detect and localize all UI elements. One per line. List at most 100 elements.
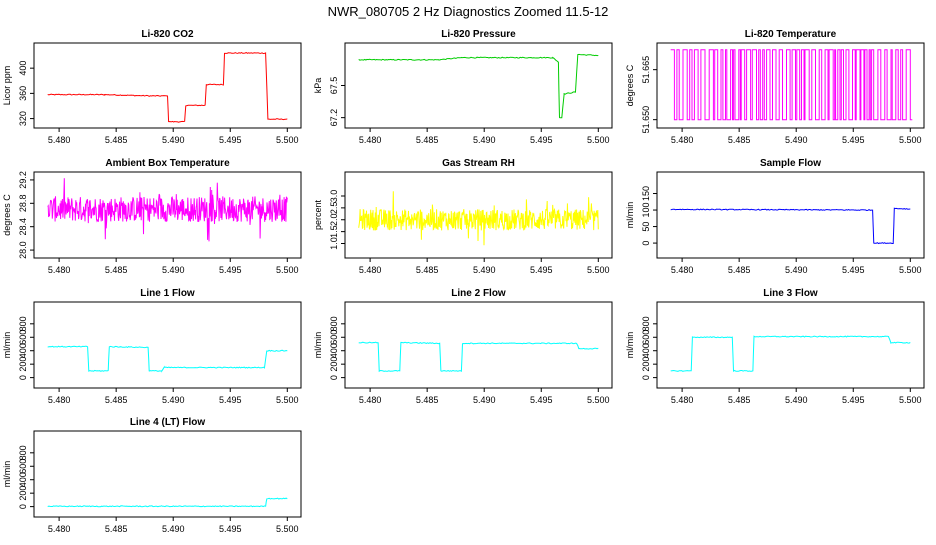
y-tick-label: 2.5: [329, 202, 339, 215]
x-tick-label: 5.485: [105, 135, 128, 145]
y-tick-label: 67.5: [329, 77, 339, 95]
y-tick-label: 800: [18, 316, 28, 331]
x-tick-label: 5.485: [728, 135, 751, 145]
y-tick-label: 320: [18, 111, 28, 126]
y-tick-label: 200: [329, 357, 339, 372]
plot-frame: [33, 171, 302, 259]
plot-frame: [656, 301, 925, 389]
chart-panel: Line 4 (LT) Flow ml/min 5.480 5.485 5.490 5.4…: [2, 417, 302, 534]
y-tick-label: 1.5: [329, 225, 339, 238]
y-tick-label: 600: [18, 459, 28, 474]
y-tick-label: 200: [641, 357, 651, 372]
series-line: [47, 345, 288, 373]
x-tick-label: 5.500: [276, 135, 299, 145]
y-tick-label: 800: [641, 316, 651, 331]
y-tick-label: 28.0: [18, 241, 28, 259]
y-tick-label: 0: [641, 375, 651, 380]
x-tick-label: 5.495: [530, 265, 553, 275]
y-tick-label: 0: [641, 241, 651, 246]
plot-frame: [344, 171, 613, 259]
x-tick-label: 5.490: [473, 265, 496, 275]
x-tick-label: 5.500: [899, 395, 922, 405]
x-tick-label: 5.495: [530, 135, 553, 145]
x-tick-label: 5.490: [162, 135, 185, 145]
y-axis-label: percent: [313, 199, 323, 230]
y-tick-label: 600: [641, 330, 651, 345]
x-tick-label: 5.500: [899, 265, 922, 275]
x-tick-label: 5.490: [162, 524, 185, 534]
y-tick-label: 0: [18, 375, 28, 380]
y-tick-label: 51.650: [641, 106, 651, 134]
y-tick-label: 1.0: [329, 237, 339, 250]
x-tick-label: 5.490: [162, 265, 185, 275]
plot-frame: [656, 171, 925, 259]
x-tick-label: 5.500: [587, 265, 610, 275]
chart-panel: Li-820 Pressure kPa 5.480 5.485 5.490 5.495 5.…: [313, 29, 613, 145]
x-tick-label: 5.490: [785, 265, 808, 275]
y-tick-label: 0: [18, 504, 28, 509]
x-tick-label: 5.480: [48, 395, 71, 405]
chart-panel: Line 1 Flow ml/min 5.480 5.485 5.490 5.495 5.5…: [2, 288, 302, 405]
x-tick-label: 5.480: [359, 135, 382, 145]
x-tick-label: 5.490: [162, 395, 185, 405]
series-line: [358, 53, 599, 119]
y-tick-label: 67.2: [329, 109, 339, 127]
chart-title: Gas Stream RH: [442, 158, 515, 169]
x-tick-label: 5.485: [416, 135, 439, 145]
x-tick-label: 5.480: [671, 135, 694, 145]
y-tick-label: 50: [641, 222, 651, 232]
series-line: [47, 178, 288, 242]
chart-panel: Line 2 Flow ml/min 5.480 5.485 5.490 5.495 5.5…: [313, 288, 613, 405]
series-line: [670, 49, 913, 121]
x-tick-label: 5.495: [842, 135, 865, 145]
x-tick-label: 5.500: [587, 135, 610, 145]
y-axis-label: kPa: [313, 78, 323, 94]
chart-title: Ambient Box Temperature: [105, 158, 230, 169]
x-tick-label: 5.490: [785, 395, 808, 405]
chart-panel: Gas Stream RH percent 5.480 5.485 5.490 5.495…: [313, 158, 613, 275]
x-tick-label: 5.485: [728, 395, 751, 405]
plot-frame: [33, 42, 302, 129]
x-tick-label: 5.480: [48, 524, 71, 534]
x-tick-label: 5.500: [276, 265, 299, 275]
series-line: [670, 335, 911, 372]
y-axis-label: degrees C: [625, 64, 635, 106]
x-tick-label: 5.500: [899, 135, 922, 145]
chart-panel: Ambient Box Temperature degrees C 5.480 5.4…: [2, 158, 302, 275]
x-tick-label: 5.485: [105, 524, 128, 534]
y-tick-label: 100: [641, 203, 651, 218]
series-line: [358, 191, 599, 246]
x-tick-label: 5.490: [473, 135, 496, 145]
chart-panel: Li-820 CO2 Licor ppm 5.480 5.485 5.490 5.495 5…: [2, 29, 302, 145]
x-tick-label: 5.500: [276, 395, 299, 405]
x-tick-label: 5.500: [587, 395, 610, 405]
chart-title: Sample Flow: [760, 158, 821, 169]
y-tick-label: 400: [18, 472, 28, 487]
y-tick-label: 400: [641, 343, 651, 358]
y-axis-label: ml/min: [2, 332, 12, 359]
x-tick-label: 5.485: [728, 265, 751, 275]
y-tick-label: 150: [641, 186, 651, 201]
series-line: [47, 52, 288, 123]
x-tick-label: 5.495: [219, 524, 242, 534]
y-axis-label: Licor ppm: [2, 66, 12, 106]
plot-frame: [344, 42, 613, 129]
x-tick-label: 5.495: [219, 395, 242, 405]
x-tick-label: 5.490: [785, 135, 808, 145]
x-tick-label: 5.495: [842, 265, 865, 275]
series-line: [670, 207, 911, 245]
x-tick-label: 5.480: [671, 265, 694, 275]
x-tick-label: 5.485: [105, 395, 128, 405]
y-tick-label: 360: [18, 86, 28, 101]
plot-frame: [33, 430, 302, 518]
series-line: [358, 341, 599, 373]
chart-panel: Sample Flow ml/min 5.480 5.485 5.490 5.495 5.5…: [625, 158, 925, 275]
y-tick-label: 3.0: [329, 190, 339, 203]
y-tick-label: 28.4: [18, 218, 28, 236]
chart-panel: Li-820 Temperature degrees C 5.480 5.485 5.4…: [625, 29, 925, 145]
y-tick-label: 800: [18, 445, 28, 460]
x-tick-label: 5.485: [416, 265, 439, 275]
y-tick-label: 0: [329, 375, 339, 380]
chart-panel: Line 3 Flow ml/min 5.480 5.485 5.490 5.495 5.5…: [625, 288, 925, 405]
